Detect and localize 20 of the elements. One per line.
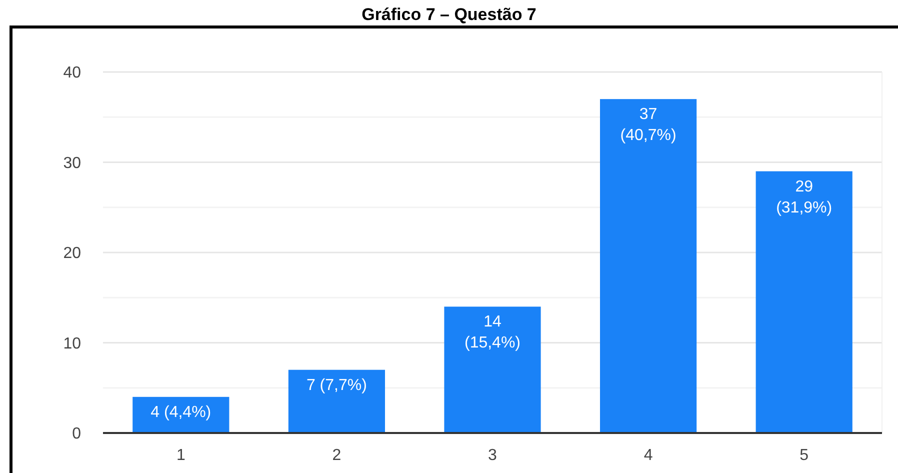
y-tick-label: 10 [63, 335, 82, 352]
bar [756, 171, 852, 433]
data-label: 4 (4,4%) [150, 404, 212, 421]
y-tick-label: 20 [63, 245, 82, 262]
y-tick-label: 30 [63, 154, 82, 172]
chart-title: Gráfico 7 – Questão 7 [362, 5, 536, 24]
bar [600, 99, 697, 433]
x-tick-label: 4 [644, 447, 653, 464]
x-tick-label: 5 [800, 447, 809, 464]
y-tick-label: 0 [72, 426, 82, 443]
data-label: 7 (7,7%) [306, 376, 367, 394]
bar [444, 306, 541, 433]
x-tick-label: 1 [176, 447, 186, 464]
data-label: 29 (31,9%) [776, 178, 832, 216]
data-label: 37 (40,7%) [620, 106, 676, 144]
x-tick-label: 2 [332, 447, 342, 464]
data-label: 14 (15,4%) [464, 314, 521, 352]
x-tick-label: 3 [488, 447, 498, 464]
y-tick-label: 40 [63, 64, 82, 82]
bar [288, 370, 385, 433]
